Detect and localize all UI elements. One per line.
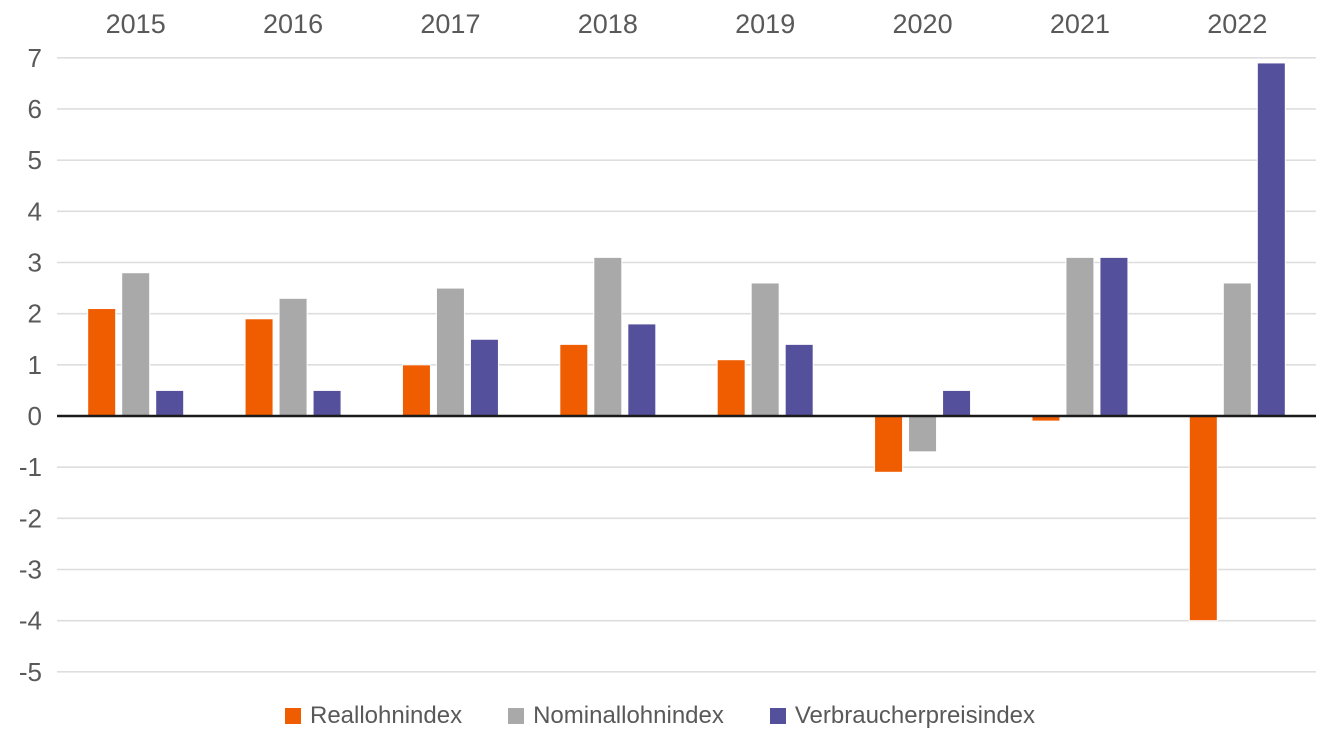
bar-verbraucherpreisindex-2017 [469, 338, 499, 417]
bar-reallohnindex-2016 [244, 318, 274, 417]
chart-legend: Reallohnindex Nominallohnindex Verbrauch… [0, 702, 1320, 730]
y-axis-tick-label: 3 [28, 247, 42, 277]
x-axis-year-label: 2018 [578, 9, 638, 39]
legend-swatch-verbraucherpreisindex [769, 708, 786, 724]
bar-verbraucherpreisindex-2019 [784, 343, 814, 417]
bar-nominallohnindex-2017 [435, 287, 465, 417]
y-axis-tick-label: -5 [19, 657, 42, 687]
x-axis-year-label: 2020 [893, 9, 953, 39]
x-axis-year-label: 2022 [1207, 9, 1267, 39]
y-axis-tick-label: 7 [28, 43, 42, 73]
bar-nominallohnindex-2020 [908, 415, 938, 453]
y-axis-tick-label: -1 [19, 452, 42, 482]
bar-verbraucherpreisindex-2015 [155, 389, 185, 417]
legend-label-reallohnindex: Reallohnindex [309, 702, 463, 729]
bar-reallohnindex-2022 [1188, 415, 1218, 622]
bar-verbraucherpreisindex-2020 [942, 389, 972, 417]
legend-item-reallohnindex: Reallohnindex [284, 702, 463, 730]
bar-reallohnindex-2018 [559, 343, 589, 417]
y-axis-tick-label: 2 [28, 299, 42, 329]
x-axis-year-label: 2019 [735, 9, 795, 39]
legend-label-nominallohnindex: Nominallohnindex [533, 702, 724, 729]
y-axis-tick-label: -3 [19, 555, 42, 585]
bar-reallohnindex-2015 [87, 308, 117, 417]
legend-swatch-reallohnindex [284, 708, 301, 724]
y-axis-tick-label: 0 [28, 401, 42, 431]
bar-reallohnindex-2017 [401, 364, 431, 417]
y-axis-tick-label: -4 [19, 606, 42, 636]
grouped-bar-chart: 7 6 5 4 3 2 1 0 -1 -2 -3 -4 -5 2015 2016 2017 2018 2019 20… [19, 9, 1316, 687]
bar-nominallohnindex-2018 [593, 256, 623, 417]
bar-verbraucherpreisindex-2021 [1099, 256, 1129, 417]
x-axis-year-label: 2017 [420, 9, 480, 39]
y-axis-tick-label: 4 [28, 196, 42, 226]
bar-reallohnindex-2020 [874, 415, 904, 473]
bar-nominallohnindex-2019 [750, 282, 780, 417]
y-axis-tick-label: 6 [28, 94, 42, 124]
bar-verbraucherpreisindex-2018 [627, 323, 657, 417]
x-axis-year-label: 2016 [263, 9, 323, 39]
y-axis-tick-label: -2 [19, 503, 42, 533]
legend-item-nominallohnindex: Nominallohnindex [508, 702, 724, 730]
bar-verbraucherpreisindex-2016 [312, 389, 342, 417]
bar-verbraucherpreisindex-2022 [1256, 62, 1286, 417]
legend-item-verbraucherpreisindex: Verbraucherpreisindex [769, 702, 1036, 730]
x-axis-year-label: 2015 [106, 9, 166, 39]
bar-nominallohnindex-2022 [1222, 282, 1252, 417]
legend-label-verbraucherpreisindex: Verbraucherpreisindex [794, 702, 1036, 729]
x-axis-year-label: 2021 [1050, 9, 1110, 39]
y-axis-tick-label: 1 [28, 350, 42, 380]
bar-reallohnindex-2019 [716, 359, 746, 417]
bar-nominallohnindex-2021 [1065, 256, 1095, 417]
bar-nominallohnindex-2015 [121, 272, 151, 417]
bar-nominallohnindex-2016 [278, 297, 308, 417]
y-axis-tick-label: 5 [28, 145, 42, 175]
legend-swatch-nominallohnindex [508, 708, 525, 724]
